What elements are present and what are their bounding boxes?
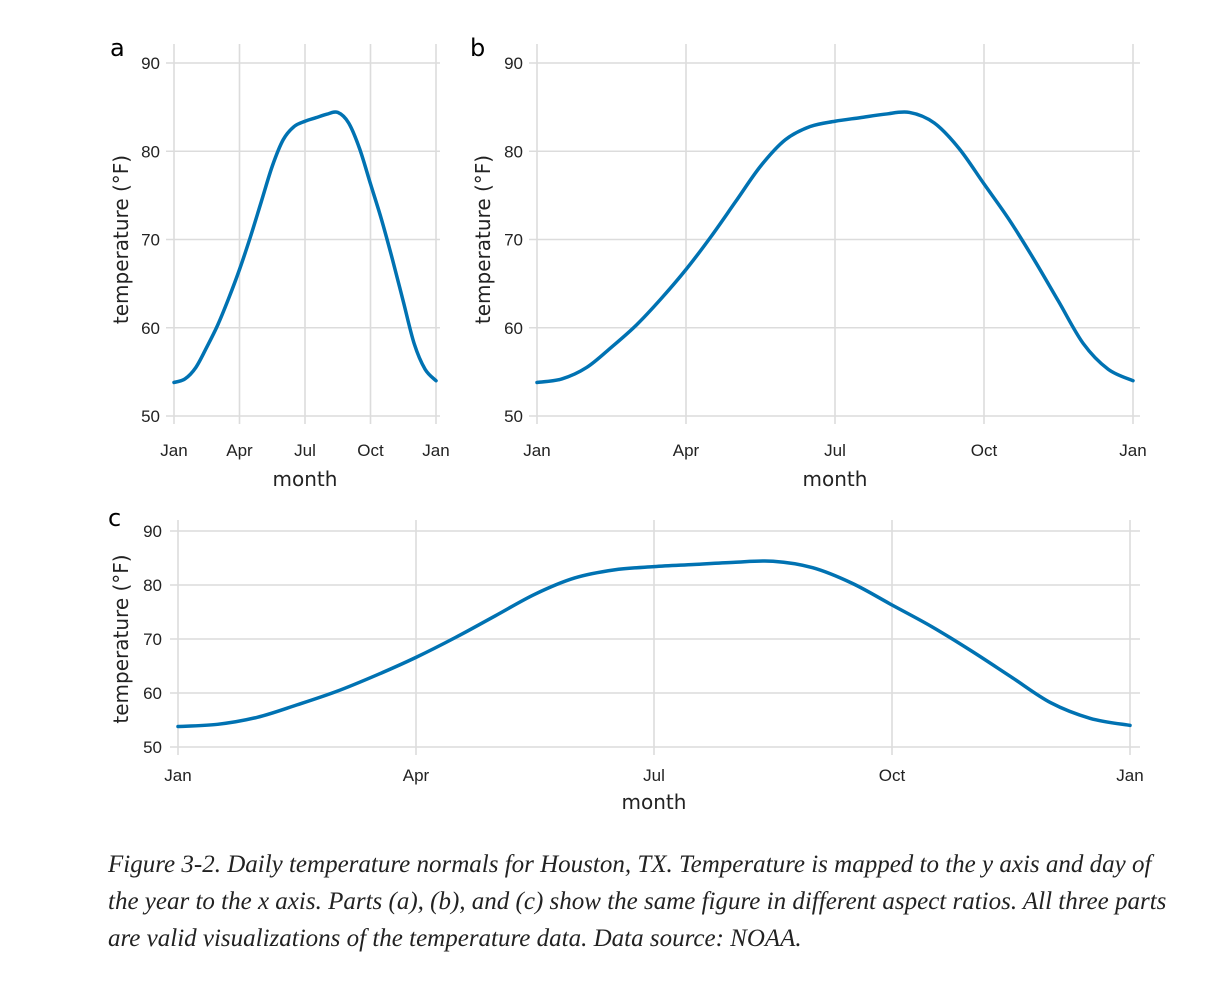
y-tick-label: 80 [141, 142, 160, 161]
panel-b: b 50 60 70 80 90 Jan Apr Jul Oct Jan month temperatu… [470, 34, 1147, 491]
y-tick-label: 90 [143, 522, 162, 541]
y-axis-title: temperature (°F) [471, 155, 495, 324]
y-tick-label: 60 [143, 684, 162, 703]
panel-letter: c [108, 504, 121, 532]
x-tick-label: Apr [403, 766, 430, 785]
y-tick-label: 70 [504, 231, 523, 250]
y-tick-label: 60 [504, 319, 523, 338]
x-tick-label: Jul [294, 441, 316, 460]
x-tick-label: Jan [164, 766, 191, 785]
figure: a 50 60 70 80 90 Jan Apr Jul Oct Jan month temperatu… [108, 34, 1147, 814]
y-tick-label: 70 [143, 630, 162, 649]
x-tick-label: Apr [226, 441, 253, 460]
x-axis-title: month [273, 467, 338, 491]
x-axis-title: month [803, 467, 868, 491]
y-tick-label: 50 [141, 407, 160, 426]
x-tick-label: Oct [357, 441, 384, 460]
y-axis-title: temperature (°F) [109, 554, 133, 723]
y-tick-label: 50 [504, 407, 523, 426]
x-tick-label: Oct [971, 441, 998, 460]
temperature-line [535, 110, 1135, 385]
y-axis-title: temperature (°F) [109, 155, 133, 324]
x-tick-label: Jan [1119, 441, 1146, 460]
x-tick-label: Apr [673, 441, 700, 460]
x-tick-label: Jan [1116, 766, 1143, 785]
y-tick-label: 50 [143, 738, 162, 757]
x-tick-label: Jan [422, 441, 449, 460]
x-tick-label: Jul [643, 766, 665, 785]
y-tick-label: 70 [141, 231, 160, 250]
temperature-line [176, 559, 1132, 729]
x-axis-title: month [622, 790, 687, 814]
panel-c: c 50 60 70 80 90 Jan Apr Jul Oct Jan month temperatu… [108, 504, 1144, 814]
x-tick-label: Oct [879, 766, 906, 785]
x-tick-label: Jan [523, 441, 550, 460]
x-tick-label: Jul [824, 441, 846, 460]
panel-a: a 50 60 70 80 90 Jan Apr Jul Oct Jan month temperatu… [109, 34, 450, 491]
y-tick-label: 80 [504, 142, 523, 161]
y-tick-label: 90 [504, 54, 523, 73]
y-tick-label: 80 [143, 576, 162, 595]
y-tick-label: 60 [141, 319, 160, 338]
x-tick-label: Jan [160, 441, 187, 460]
figure-caption: Figure 3-2. Daily temperature normals fo… [108, 851, 1167, 952]
panel-letter: b [470, 34, 485, 62]
temperature-line [172, 110, 438, 385]
panel-letter: a [110, 34, 125, 62]
y-tick-label: 90 [141, 54, 160, 73]
